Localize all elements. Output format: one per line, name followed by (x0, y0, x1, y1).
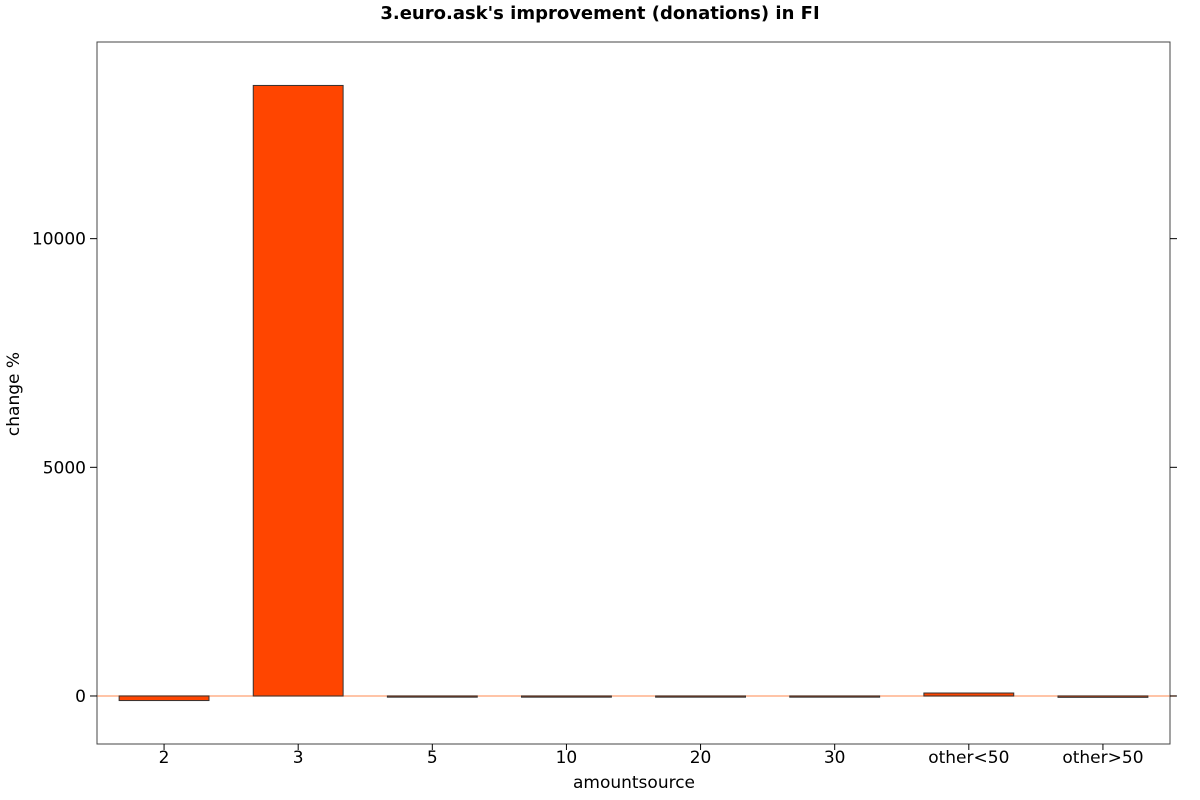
plot-area (96, 41, 1176, 745)
x-tick-label: 5 (427, 748, 438, 768)
bar-30 (789, 695, 881, 698)
bars (118, 84, 1149, 702)
y-tick-label: 10000 (32, 230, 86, 250)
x-tick-label: 10 (556, 748, 578, 768)
x-tick-label: 2 (159, 748, 170, 768)
plot-frame (96, 41, 1171, 745)
y-axis: 0 5000 10000 (32, 230, 1177, 707)
x-tick-label: 20 (690, 748, 712, 768)
bar-20 (655, 695, 746, 698)
bar-3 (252, 84, 344, 697)
x-tick-label: other<50 (928, 748, 1009, 768)
x-tick-label: 3 (293, 748, 304, 768)
x-axis: 2 3 5 10 20 30 other<50 other>50 (159, 744, 1144, 768)
bar-other>50 (1057, 695, 1149, 698)
x-tick-label: other>50 (1062, 748, 1143, 768)
y-tick-label: 5000 (43, 458, 86, 478)
bar-5 (386, 695, 478, 698)
chart-title: 3.euro.ask's improvement (donations) in … (380, 3, 819, 24)
x-tick-label: 30 (824, 748, 846, 768)
bar-other<50 (923, 692, 1015, 697)
x-axis-title: amountsource (573, 773, 695, 793)
y-axis-title: change % (4, 352, 24, 436)
bar-10 (521, 695, 612, 698)
bar-2 (118, 695, 210, 702)
y-tick-label: 0 (75, 687, 86, 707)
